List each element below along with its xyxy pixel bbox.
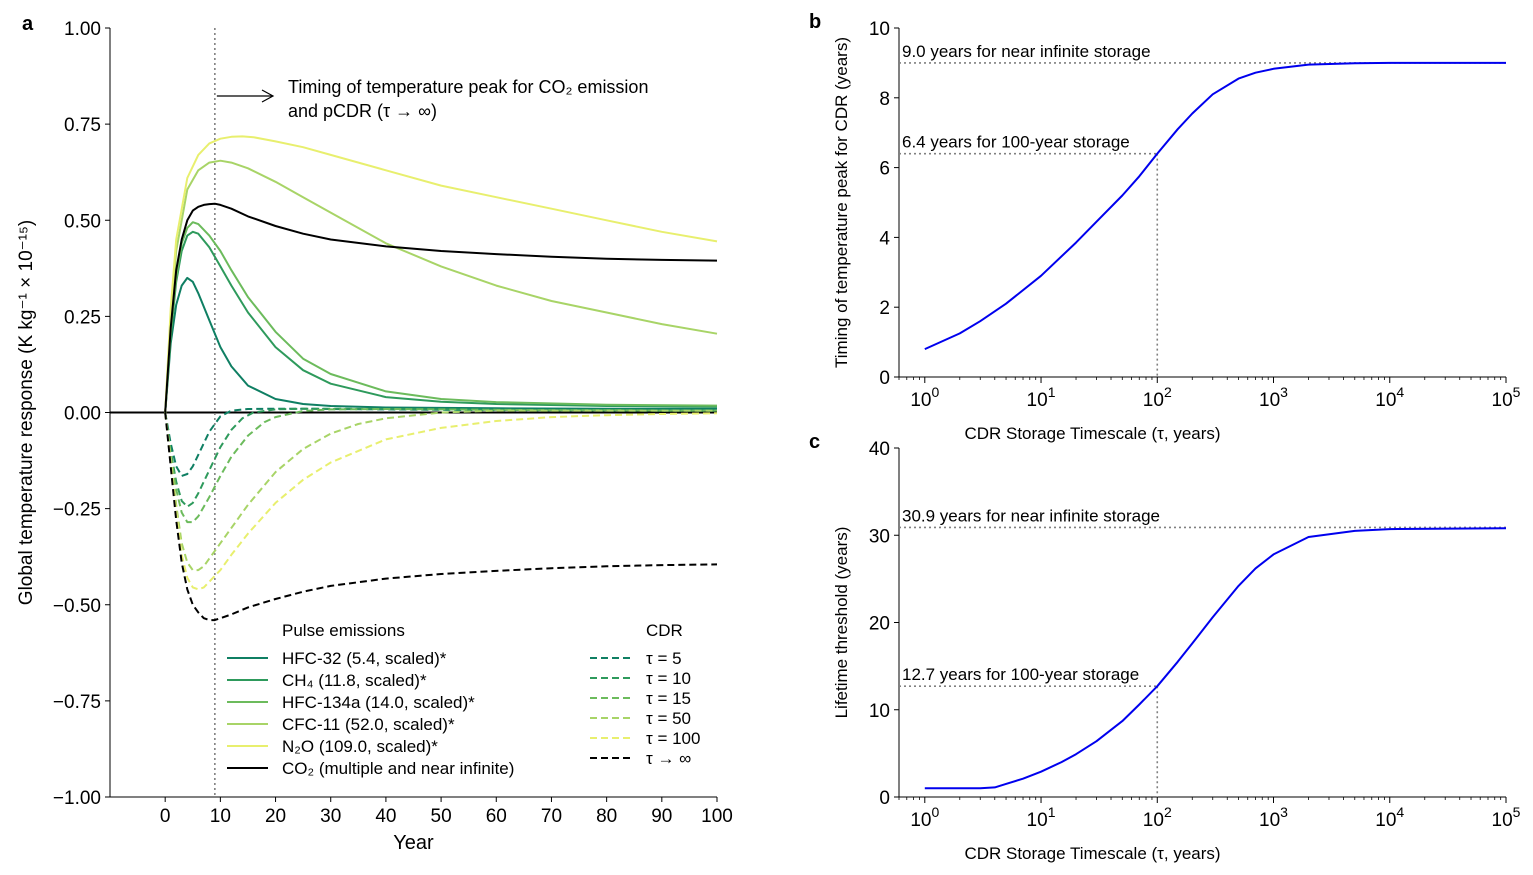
pulse-series-line — [164, 230, 718, 413]
x-tick-label: 105 — [1492, 804, 1521, 831]
y-tick-label: −0.50 — [53, 596, 101, 617]
legend-title-pulse: Pulse emissions — [282, 621, 405, 640]
x-tick-label: 101 — [1027, 384, 1056, 411]
y-axis-label: Global temperature response (K kg⁻¹ × 10… — [16, 220, 37, 605]
x-axis-label: CDR Storage Timescale (τ, years) — [964, 844, 1220, 863]
x-tick-label: 0 — [160, 806, 171, 827]
y-tick-label: 10 — [869, 19, 890, 40]
y-tick-label: 0.75 — [64, 115, 101, 136]
y-tick-label: 8 — [879, 89, 890, 110]
legend-label: τ = 5 — [646, 649, 682, 668]
cdr-series-line — [164, 409, 717, 572]
x-tick-label: 30 — [320, 806, 341, 827]
legend-label: N₂O (109.0, scaled)* — [282, 737, 438, 756]
legend-label: τ = 10 — [646, 669, 691, 688]
y-tick-label: 30 — [869, 526, 890, 547]
annotation-text: 30.9 years for near infinite storage — [902, 506, 1160, 525]
x-tick-label: 70 — [541, 806, 562, 827]
cdr-series-line — [164, 412, 718, 622]
x-axis-label: Year — [393, 832, 434, 854]
annotation-text: 12.7 years for 100-year storage — [902, 665, 1139, 684]
annotation-text: 6.4 years for 100-year storage — [902, 133, 1130, 152]
panel-b-chart: 0 2 4 6 8 10 100 101 102 103 104 105 CDR Storage Tim… — [832, 19, 1521, 443]
x-tick-label: 102 — [1143, 384, 1172, 411]
y-tick-label: 0.50 — [64, 211, 101, 232]
x-tick-label: 20 — [265, 806, 286, 827]
x-tick-label: 104 — [1375, 804, 1404, 831]
y-tick-label: 0 — [879, 788, 890, 809]
x-tick-label: 104 — [1375, 384, 1404, 411]
pulse-series-line — [164, 159, 718, 413]
panel-c-chart: 0 10 20 30 40 100 101 102 103 104 105 CDR Storage T… — [832, 439, 1521, 863]
legend-label: CFC-11 (52.0, scaled)* — [282, 715, 455, 734]
pulse-series-line — [164, 135, 718, 413]
x-tick-label: 10 — [210, 806, 231, 827]
y-axis-label: Lifetime threshold (years) — [832, 527, 851, 719]
x-tick-label: 102 — [1143, 804, 1172, 831]
panel-label-a: a — [22, 13, 34, 35]
cdr-series-line — [164, 408, 717, 524]
y-tick-label: 40 — [869, 439, 890, 460]
annotation-arrow-head — [261, 89, 275, 103]
legend-label: CO₂ (multiple and near infinite) — [282, 759, 514, 778]
curve-line — [924, 527, 1507, 790]
y-tick-label: −0.25 — [53, 500, 101, 521]
cdr-series-line — [164, 412, 718, 591]
y-tick-label: 10 — [869, 701, 890, 722]
legend-label: τ = 50 — [646, 709, 691, 728]
x-tick-label: 60 — [486, 806, 507, 827]
y-tick-label: −0.75 — [53, 692, 101, 713]
y-tick-label: 0.00 — [64, 404, 101, 425]
annotation-text: 9.0 years for near infinite storage — [902, 42, 1151, 61]
x-tick-label: 80 — [596, 806, 617, 827]
legend-label: CH₄ (11.8, scaled)* — [282, 671, 427, 690]
x-axis-label: CDR Storage Timescale (τ, years) — [964, 424, 1220, 443]
cdr-series-line — [164, 407, 717, 508]
pulse-series-line — [164, 202, 718, 413]
panel-a-chart: 1.00 0.75 0.50 0.25 0.00 −0.25 −0.50 −0.75 −1.00… — [16, 19, 733, 854]
annotation-text: and pCDR (τ → ∞) — [288, 101, 437, 121]
y-tick-label: 6 — [879, 159, 890, 180]
legend-title-cdr: CDR — [646, 621, 683, 640]
y-tick-label: 4 — [879, 228, 890, 249]
y-tick-label: 1.00 — [64, 19, 101, 40]
x-tick-label: 90 — [651, 806, 672, 827]
x-tick-label: 40 — [375, 806, 396, 827]
legend-label: HFC-134a (14.0, scaled)* — [282, 693, 475, 712]
x-tick-label: 105 — [1492, 384, 1521, 411]
panel-label-c: c — [809, 431, 820, 453]
x-tick-label: 100 — [910, 384, 939, 411]
y-tick-label: 2 — [879, 298, 890, 319]
x-tick-label: 103 — [1259, 384, 1288, 411]
x-tick-label: 101 — [1027, 804, 1056, 831]
curve-line — [924, 61, 1506, 351]
cdr-series-line — [164, 407, 717, 477]
legend-label: τ = 15 — [646, 689, 691, 708]
panel-label-b: b — [809, 11, 821, 33]
legend-label: HFC-32 (5.4, scaled)* — [282, 649, 447, 668]
pulse-series-line — [164, 276, 717, 413]
y-tick-label: 20 — [869, 614, 890, 635]
legend-label: τ = 100 — [646, 729, 700, 748]
y-axis-label: Timing of temperature peak for CDR (year… — [832, 37, 851, 368]
x-tick-label: 100 — [701, 806, 733, 827]
annotation-text: Timing of temperature peak for CO₂ emiss… — [288, 77, 648, 97]
x-tick-label: 50 — [431, 806, 452, 827]
y-tick-label: 0.25 — [64, 307, 101, 328]
y-tick-label: 0 — [879, 368, 890, 389]
x-tick-label: 103 — [1259, 804, 1288, 831]
x-tick-label: 100 — [910, 804, 939, 831]
legend-label: τ → ∞ — [646, 749, 691, 768]
y-tick-label: −1.00 — [53, 788, 101, 809]
